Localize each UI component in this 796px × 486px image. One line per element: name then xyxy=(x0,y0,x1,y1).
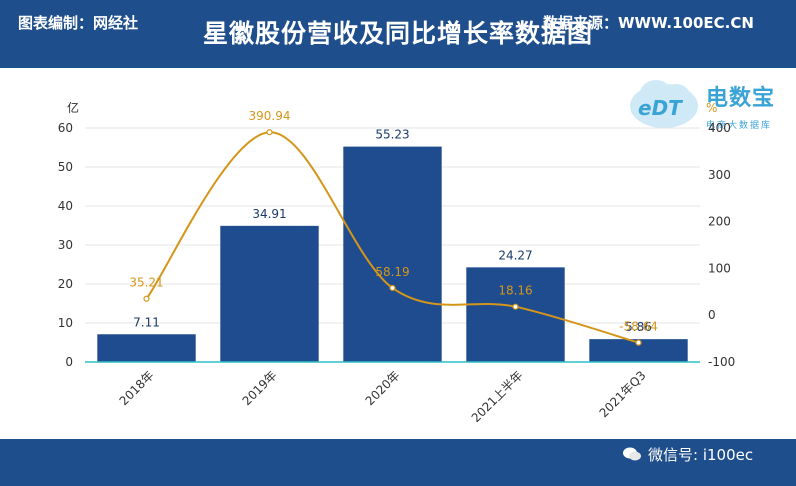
footer-bar xyxy=(0,439,796,486)
x-tick-label: 2018年 xyxy=(117,368,157,408)
growth-point xyxy=(266,129,273,136)
y2-tick-label: 100 xyxy=(708,261,731,275)
edt-logo-icon xyxy=(630,80,698,128)
growth-point xyxy=(389,284,396,292)
growth-point xyxy=(512,303,519,310)
chart: 7.11 34.91 55.23 24.27 5.86 35.21 390.94 58.19 1… xyxy=(58,100,736,425)
wechat-icon xyxy=(623,447,641,461)
bar xyxy=(97,334,196,362)
y-tick-label: 40 xyxy=(58,199,73,213)
bars xyxy=(97,146,688,362)
y2-unit-label: % xyxy=(706,101,717,115)
growth-value-label: 390.94 xyxy=(249,109,291,123)
y2-tick-label: 300 xyxy=(708,168,731,182)
bar xyxy=(343,146,442,362)
growth-value-label: 58.19 xyxy=(375,265,409,279)
logo-name: 电数宝 xyxy=(706,86,776,111)
bar xyxy=(220,225,319,362)
wechat-badge: 微信号: i100ec xyxy=(622,441,753,467)
data-labels: 7.11 34.91 55.23 24.27 5.86 35.21 390.94 58.19 1… xyxy=(129,109,658,334)
y2-tick-label: 400 xyxy=(708,121,731,135)
y-tick-label: 60 xyxy=(58,121,73,135)
growth-line-path xyxy=(145,131,639,344)
x-tick-label: 2019年 xyxy=(240,368,280,408)
growth-line xyxy=(143,129,642,346)
bar-value-label: 5.86 xyxy=(625,320,652,334)
bar-value-label: 24.27 xyxy=(498,248,532,262)
logo-mark: eDT xyxy=(638,96,682,120)
bar-value-label: 7.11 xyxy=(133,315,160,329)
y-unit-label: 亿 xyxy=(67,100,79,115)
y2-tick-label: -100 xyxy=(708,355,735,369)
bar-value-label: 34.91 xyxy=(252,207,286,221)
footer-source: 数据来源：WWW.100EC.CN xyxy=(543,14,754,32)
y-tick-label: 50 xyxy=(58,160,73,174)
wechat-id: 微信号: i100ec xyxy=(648,445,754,464)
title-bar xyxy=(0,0,796,68)
y-tick-label: 0 xyxy=(65,355,73,369)
footer-credit: 图表编制：网经社 xyxy=(18,14,139,32)
bar-value-label: 55.23 xyxy=(375,128,409,142)
y2-tick-label: 200 xyxy=(708,215,731,229)
bar xyxy=(589,339,688,362)
y-tick-label: 10 xyxy=(58,316,73,330)
growth-point xyxy=(143,295,150,302)
growth-point xyxy=(635,339,642,346)
y-tick-label: 30 xyxy=(58,238,73,252)
page-title: 星徽股份营收及同比增长率数据图 xyxy=(202,19,593,48)
growth-value-label: 35.21 xyxy=(129,276,163,290)
y-tick-label: 20 xyxy=(58,277,73,291)
logo-subtitle: 电商大数据库 xyxy=(706,121,773,131)
x-tick-label: 2020年 xyxy=(363,368,403,408)
growth-value-label: -58.64 xyxy=(619,320,658,334)
y2-tick-label: 0 xyxy=(708,308,716,322)
x-tick-label: 2021上半年 xyxy=(469,368,526,425)
x-tick-label: 2021年Q3 xyxy=(597,368,649,420)
growth-value-label: 18.16 xyxy=(498,284,532,298)
